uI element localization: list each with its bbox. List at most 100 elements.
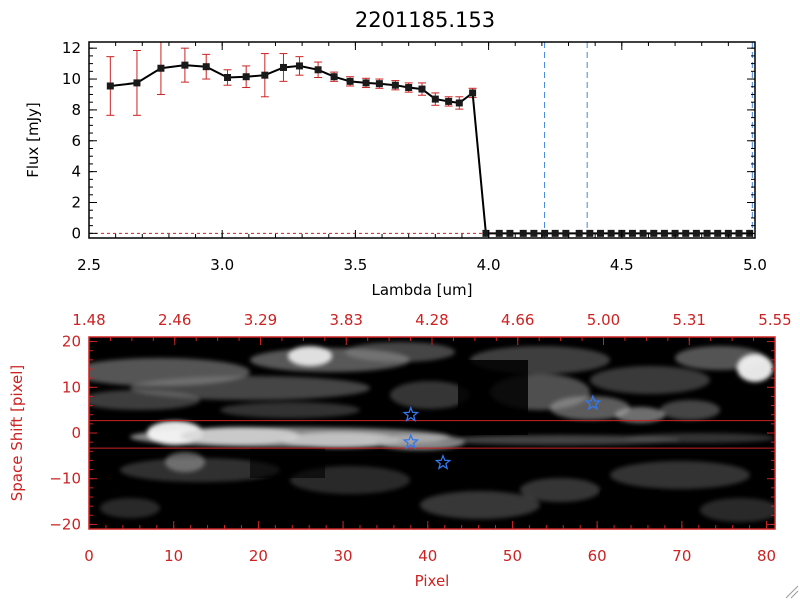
data-point bbox=[562, 229, 570, 237]
image-top-tick-label: 5.31 bbox=[673, 311, 706, 329]
data-point bbox=[692, 229, 700, 237]
data-point bbox=[596, 229, 604, 237]
image-x-tick-label: 10 bbox=[164, 547, 183, 565]
image-top-tick-label: 1.48 bbox=[72, 311, 105, 329]
image-heatmap bbox=[89, 342, 775, 522]
data-point bbox=[660, 229, 668, 237]
data-point bbox=[506, 229, 514, 237]
spectrum-x-axis: 2.5 3.0 3.5 4.0 4.5 5.0 bbox=[77, 42, 767, 274]
data-point bbox=[541, 229, 549, 237]
image-y-tick-label: −10 bbox=[49, 470, 81, 488]
image-top-tick-label: 3.83 bbox=[330, 311, 363, 329]
image-panel: 0 10 20 30 40 50 60 70 80 1.48 2.46 3.29 3.83 4.28 4.… bbox=[8, 311, 792, 590]
data-point bbox=[724, 229, 732, 237]
data-point bbox=[346, 77, 354, 85]
data-point bbox=[418, 85, 426, 93]
data-point bbox=[575, 229, 583, 237]
image-top-tick-label: 4.28 bbox=[415, 311, 448, 329]
data-point bbox=[482, 229, 490, 237]
spectrum-plot-area bbox=[89, 41, 755, 238]
flux-series-line bbox=[110, 64, 750, 235]
data-point bbox=[639, 229, 647, 237]
image-y-tick-label: 10 bbox=[62, 378, 81, 396]
data-point bbox=[551, 229, 559, 237]
spectrum-x-label: Lambda [um] bbox=[372, 281, 473, 299]
x-tick-label: 4.5 bbox=[610, 256, 634, 274]
data-point bbox=[714, 229, 722, 237]
image-y-tick-label: 0 bbox=[71, 424, 81, 442]
image-top-tick-label: 3.29 bbox=[244, 311, 277, 329]
data-point bbox=[431, 95, 439, 103]
source-stars bbox=[402, 394, 602, 470]
data-point bbox=[682, 229, 690, 237]
y-tick-label: 8 bbox=[71, 101, 81, 119]
image-y-label: Space Shift [pixel] bbox=[8, 365, 26, 502]
data-point bbox=[202, 63, 210, 71]
x-tick-label: 5.0 bbox=[743, 256, 767, 274]
data-point bbox=[181, 61, 189, 69]
spectrum-frame bbox=[88, 41, 756, 239]
data-point bbox=[314, 66, 322, 74]
data-point bbox=[157, 64, 165, 72]
image-top-axis: 1.48 2.46 3.29 3.83 4.28 4.66 5.00 5.31 5.55 bbox=[72, 311, 792, 345]
image-x-tick-label: 40 bbox=[418, 547, 437, 565]
x-tick-label: 4.0 bbox=[477, 256, 501, 274]
data-point bbox=[455, 99, 463, 107]
data-point bbox=[628, 229, 636, 237]
spectrum-panel: 2.5 3.0 3.5 4.0 4.5 5.0 0 2 4 6 8 10 12 Lambda [um]… bbox=[24, 39, 767, 299]
data-point bbox=[330, 73, 338, 81]
x-tick-label: 3.5 bbox=[343, 256, 367, 274]
resize-grip-icon[interactable] bbox=[785, 585, 799, 599]
data-point bbox=[362, 79, 370, 87]
data-point bbox=[295, 62, 303, 70]
y-tick-label: 4 bbox=[71, 163, 81, 181]
data-point bbox=[279, 63, 287, 71]
image-x-tick-label: 30 bbox=[334, 547, 353, 565]
y-tick-label: 0 bbox=[71, 224, 81, 242]
spectrum-y-axis: 0 2 4 6 8 10 12 bbox=[62, 39, 755, 242]
data-point bbox=[242, 73, 250, 81]
data-point bbox=[671, 229, 679, 237]
star-icon bbox=[434, 453, 452, 470]
image-y-tick-label: −20 bbox=[49, 515, 81, 533]
y-tick-label: 6 bbox=[71, 132, 81, 150]
data-point bbox=[650, 229, 658, 237]
star-icon bbox=[402, 405, 420, 422]
data-point bbox=[607, 229, 615, 237]
data-point bbox=[703, 229, 711, 237]
image-x-axis: 0 10 20 30 40 50 60 70 80 bbox=[84, 521, 776, 565]
image-top-tick-label: 2.46 bbox=[158, 311, 191, 329]
y-tick-label: 2 bbox=[71, 194, 81, 212]
image-top-tick-label: 4.66 bbox=[501, 311, 534, 329]
data-point bbox=[261, 71, 269, 79]
star-icon bbox=[402, 433, 420, 450]
data-point bbox=[106, 82, 114, 90]
chart-title: 2201185.153 bbox=[355, 8, 495, 32]
y-tick-label: 10 bbox=[62, 70, 81, 88]
image-top-tick-label: 5.00 bbox=[587, 311, 620, 329]
spectrum-y-label: Flux [mJy] bbox=[24, 102, 42, 178]
image-x-tick-label: 50 bbox=[503, 547, 522, 565]
image-x-tick-label: 20 bbox=[249, 547, 268, 565]
image-x-tick-label: 60 bbox=[588, 547, 607, 565]
data-point bbox=[530, 229, 538, 237]
data-point bbox=[391, 81, 399, 89]
star-icon bbox=[584, 394, 602, 411]
data-point bbox=[495, 229, 503, 237]
image-y-axis: −20 −10 0 10 20 bbox=[49, 333, 775, 533]
image-y-tick-label: 20 bbox=[62, 333, 81, 351]
data-point bbox=[469, 89, 477, 97]
data-point bbox=[735, 229, 743, 237]
data-point bbox=[519, 229, 527, 237]
image-x-tick-label: 80 bbox=[757, 547, 776, 565]
data-point bbox=[445, 97, 453, 105]
x-tick-label: 2.5 bbox=[77, 256, 101, 274]
image-x-tick-label: 70 bbox=[672, 547, 691, 565]
x-tick-label: 3.0 bbox=[210, 256, 234, 274]
image-x-tick-label: 0 bbox=[84, 547, 94, 565]
data-point bbox=[586, 229, 594, 237]
image-top-tick-label: 5.55 bbox=[758, 311, 791, 329]
data-point bbox=[375, 80, 383, 88]
